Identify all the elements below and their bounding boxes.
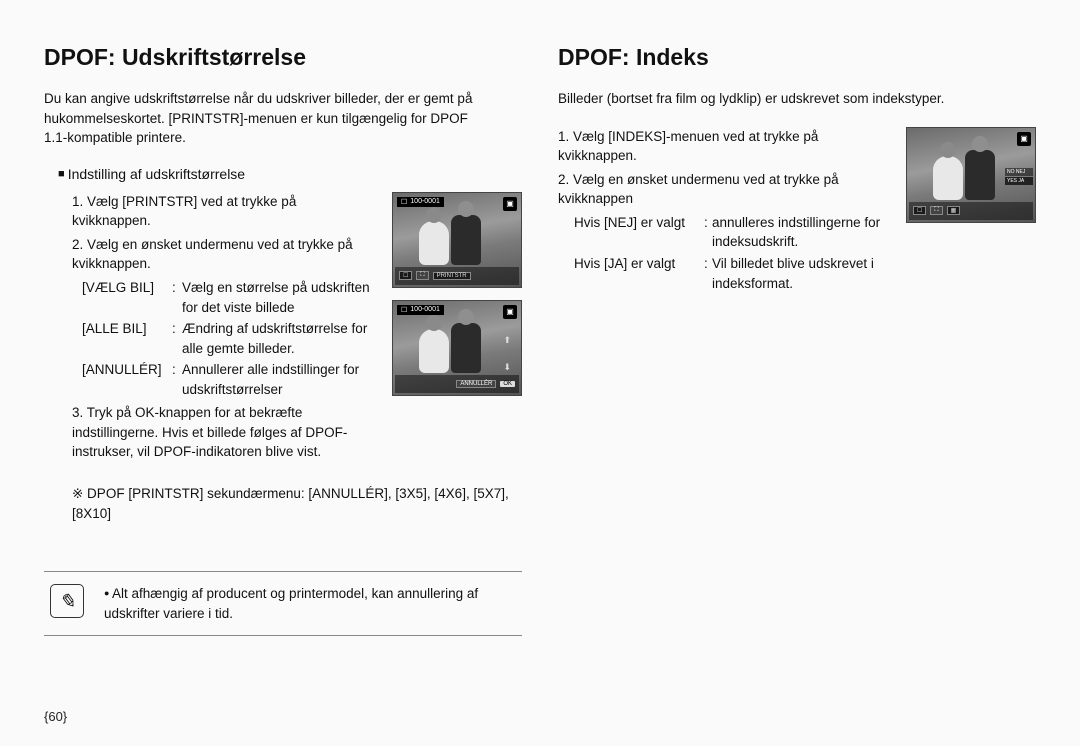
option-label: [VÆLG BIL] — [82, 278, 172, 317]
option-label: [ALLE BIL] — [82, 319, 172, 358]
side-menu: NO NEJ YES JA — [1005, 168, 1033, 185]
option-colon: : — [172, 278, 182, 317]
strip-icon-selected: ⛶ — [930, 206, 942, 215]
step-1: 1. Vælg [INDEKS]-menuen ved at trykke på… — [558, 127, 892, 166]
groom-figure — [451, 323, 481, 373]
screenshot-indeks: ▣ NO NEJ YES JA ☐ ⛶ ▦ — [906, 127, 1036, 223]
condition-label: Hvis [NEJ] er valgt — [574, 213, 704, 252]
bride-figure — [419, 221, 449, 265]
bride-figure — [933, 156, 963, 200]
right-column: DPOF: Indeks Billeder (bortset fra film … — [558, 44, 1036, 718]
option-desc: Ændring af udskriftstørrelse for alle ge… — [182, 319, 378, 358]
play-icon: ▣ — [503, 197, 517, 211]
right-intro: Billeder (bortset fra film og lydklip) e… — [558, 89, 998, 109]
menu-item-yes: YES JA — [1005, 177, 1033, 185]
menu-strip: ☐ ⛶ PRINTSTR — [395, 267, 519, 285]
option-desc: Annullerer alle indstillinger for udskri… — [182, 360, 378, 399]
condition-desc: Vil billedet blive udskrevet i indeksfor… — [712, 254, 892, 293]
step-1: 1. Vælg [PRINTSTR] ved at trykke på kvik… — [72, 192, 378, 231]
page-number: {60} — [44, 709, 67, 724]
strip-icon: ☐ — [399, 271, 412, 280]
left-intro: Du kan angive udskriftstørrelse når du u… — [44, 89, 484, 148]
left-footnote: ※ DPOF [PRINTSTR] sekundærmenu: [ANNULLÉ… — [72, 484, 522, 523]
ok-badge: OK — [500, 381, 515, 387]
option-row-3: [ANNULLÉR] : Annullerer alle indstilling… — [82, 360, 378, 399]
right-steps: 1. Vælg [INDEKS]-menuen ved at trykke på… — [558, 127, 892, 296]
file-number-label: 100-0001 — [397, 305, 444, 315]
left-subhead: Indstilling af udskriftstørrelse — [58, 166, 522, 182]
left-heading: DPOF: Udskriftstørrelse — [44, 44, 522, 71]
bride-figure — [419, 329, 449, 373]
menu-chip: PRINTSTR — [433, 272, 471, 280]
option-colon: : — [172, 319, 182, 358]
arrow-up-icon: ⬆ — [503, 335, 511, 346]
right-heading: DPOF: Indeks — [558, 44, 1036, 71]
option-row-2: [ALLE BIL] : Ændring af udskriftstørrels… — [82, 319, 378, 358]
strip-icon-selected: ⛶ — [416, 271, 428, 280]
strip-icon: ☐ — [913, 206, 926, 215]
groom-figure — [451, 215, 481, 265]
step-2: 2. Vælg en ønsket undermenu ved at trykk… — [558, 170, 892, 209]
groom-figure — [965, 150, 995, 200]
screenshot-annuller: 100-0001 ▣ ⬆ ⬇ ANNULLÉR OK — [392, 300, 522, 396]
left-steps: 1. Vælg [PRINTSTR] ved at trykke på kvik… — [72, 192, 378, 462]
file-number-label: 100-0001 — [397, 197, 444, 207]
condition-colon: : — [704, 213, 712, 252]
play-icon: ▣ — [503, 305, 517, 319]
menu-item-no: NO NEJ — [1005, 168, 1033, 176]
option-colon: : — [172, 360, 182, 399]
step-3: 3. Tryk på OK-knappen for at bekræfte in… — [72, 403, 378, 462]
note-text: Alt afhængig af producent og printermode… — [104, 584, 516, 623]
option-label: [ANNULLÉR] — [82, 360, 172, 399]
condition-colon: : — [704, 254, 712, 293]
condition-desc: annulleres indstillingerne for indeksuds… — [712, 213, 892, 252]
step-2: 2. Vælg en ønsket undermenu ved at trykk… — [72, 235, 378, 274]
strip-icon: ▦ — [947, 206, 961, 215]
play-icon: ▣ — [1017, 132, 1031, 146]
note-icon: ✎ — [50, 584, 84, 618]
left-screenshots: 100-0001 ▣ ☐ ⛶ PRINTSTR 100-0001 ▣ — [392, 192, 522, 466]
option-desc: Vælg en størrelse på udskriften for det … — [182, 278, 378, 317]
screenshot-printstr: 100-0001 ▣ ☐ ⛶ PRINTSTR — [392, 192, 522, 288]
condition-row-1: Hvis [NEJ] er valgt : annulleres indstil… — [574, 213, 892, 252]
note-box: ✎ Alt afhængig af producent og printermo… — [44, 571, 522, 636]
condition-label: Hvis [JA] er valgt — [574, 254, 704, 293]
menu-strip: ☐ ⛶ ▦ — [909, 202, 1033, 220]
option-row-1: [VÆLG BIL] : Vælg en størrelse på udskri… — [82, 278, 378, 317]
right-screenshot: ▣ NO NEJ YES JA ☐ ⛶ ▦ — [906, 127, 1036, 296]
menu-strip: ANNULLÉR OK — [395, 375, 519, 393]
menu-chip: ANNULLÉR — [456, 380, 496, 388]
left-column: DPOF: Udskriftstørrelse Du kan angive ud… — [44, 44, 522, 718]
arrow-down-icon: ⬇ — [503, 362, 511, 373]
condition-row-2: Hvis [JA] er valgt : Vil billedet blive … — [574, 254, 892, 293]
